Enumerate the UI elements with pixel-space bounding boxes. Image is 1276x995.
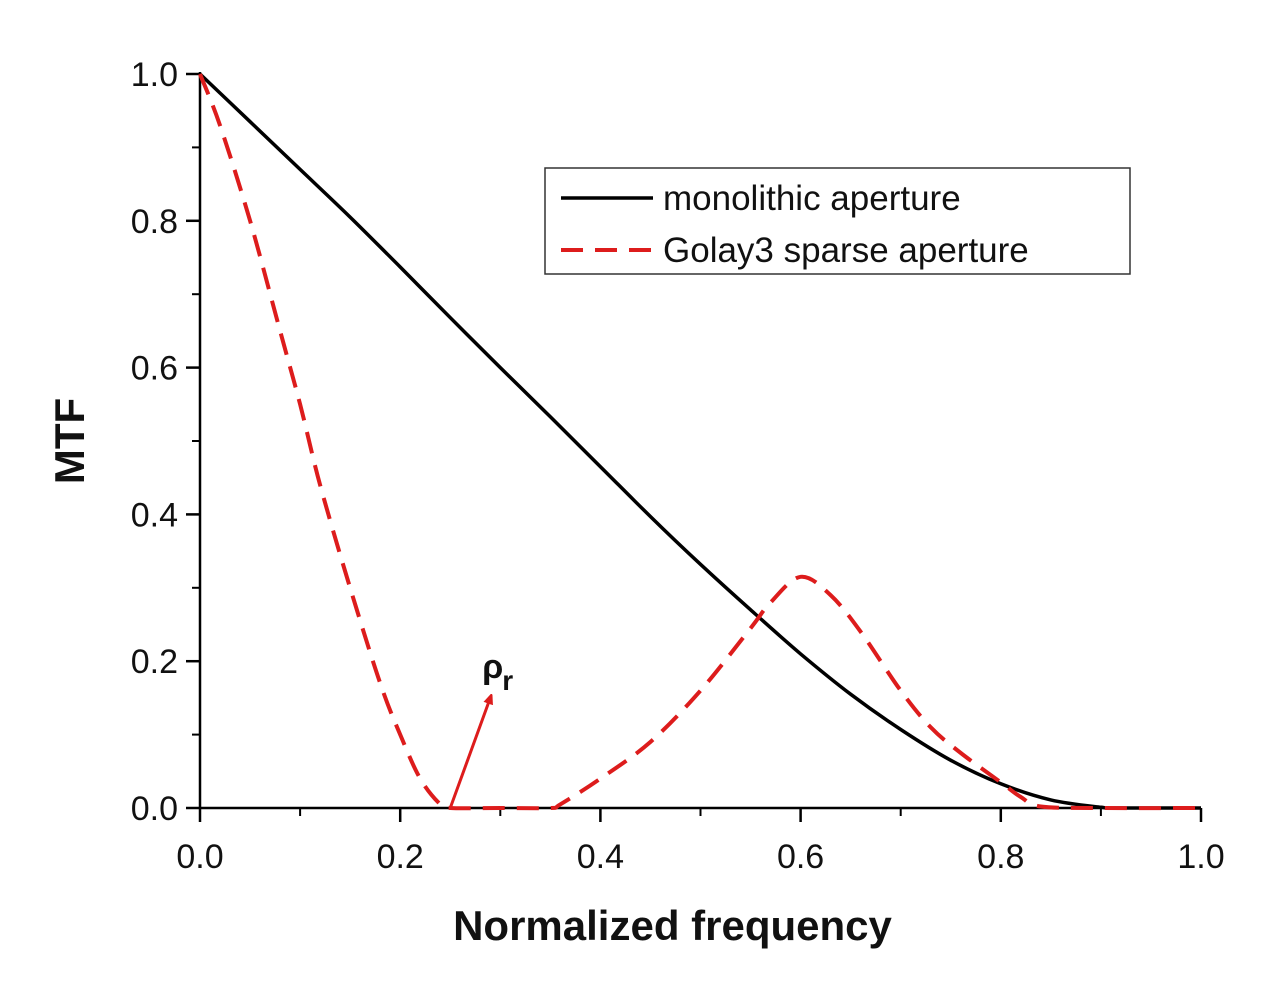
rho-label: ρ — [482, 648, 503, 686]
y-tick-label: 0.4 — [131, 496, 178, 534]
x-tick-label: 1.0 — [1177, 838, 1224, 876]
x-axis-title: Normalized frequency — [453, 902, 892, 949]
series-layer — [198, 72, 1202, 811]
series-line-golay3 — [198, 73, 1202, 811]
x-tick-label: 0.4 — [577, 838, 624, 876]
x-tick-label: 0.0 — [176, 838, 223, 876]
legend-box — [544, 167, 1131, 275]
legend-label-golay3: Golay3 sparse aperture — [663, 231, 1029, 270]
x-tick-label: 0.6 — [777, 838, 824, 876]
legend: monolithic aperture Golay3 sparse apertur… — [544, 167, 1131, 275]
legend-label-monolithic: monolithic aperture — [663, 179, 961, 218]
y-axis-title: MTF — [46, 398, 93, 484]
x-tick-label: 0.8 — [977, 838, 1024, 876]
y-tick-label: 0.2 — [131, 643, 178, 681]
annotation-layer: ρr — [448, 648, 513, 809]
y-tick-label: 0.0 — [131, 790, 178, 828]
rho-arrow — [448, 698, 490, 809]
axes-layer: 0.0 0.2 0.4 0.6 0.8 1.0 0.0 0.2 0.4 0.6 0.8 1.0 Norm… — [46, 56, 1225, 949]
x-tick-label: 0.2 — [377, 838, 424, 876]
series-line-monolithic — [198, 72, 1202, 810]
y-tick-label: 0.8 — [131, 203, 178, 241]
rho-subscript: r — [502, 665, 513, 696]
y-tick-label: 0.6 — [131, 350, 178, 388]
y-tick-label: 1.0 — [131, 56, 178, 94]
